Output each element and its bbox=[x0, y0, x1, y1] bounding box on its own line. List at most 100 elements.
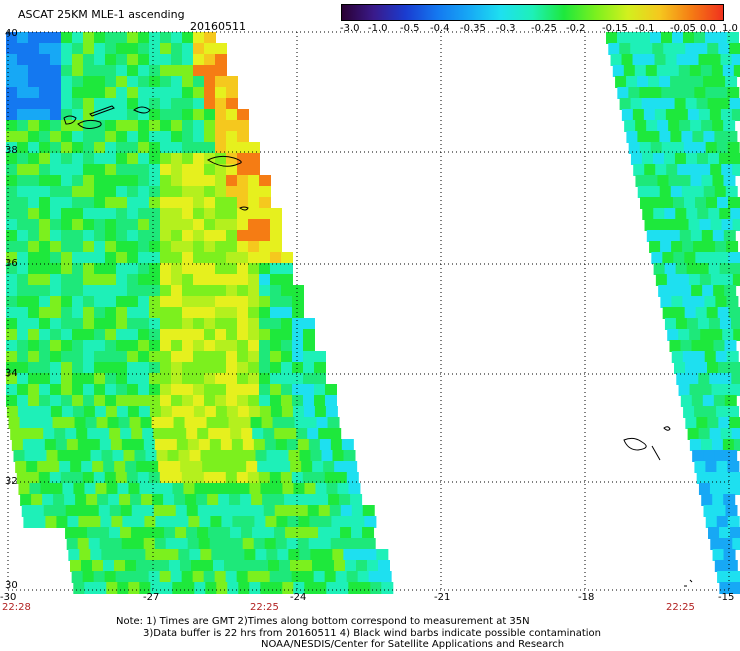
swath-pixel bbox=[661, 87, 674, 99]
swath-pixel bbox=[323, 461, 336, 473]
swath-pixel bbox=[705, 516, 718, 528]
swath-pixel bbox=[270, 362, 282, 374]
swath-pixel bbox=[716, 32, 728, 44]
swath-pixel bbox=[699, 274, 712, 286]
swath-pixel bbox=[138, 318, 150, 330]
swath-pixel bbox=[668, 230, 681, 242]
swath-pixel bbox=[674, 362, 687, 374]
swath-pixel bbox=[641, 153, 654, 165]
swath-pixel bbox=[669, 340, 682, 352]
swath-pixel bbox=[204, 307, 216, 319]
swath-pixel bbox=[352, 538, 365, 550]
swath-pixel bbox=[378, 560, 390, 572]
swath-pixel bbox=[248, 274, 260, 286]
swath-pixel bbox=[248, 296, 260, 308]
swath-pixel bbox=[177, 516, 190, 528]
swath-pixel bbox=[50, 219, 62, 231]
swath-pixel bbox=[204, 208, 216, 220]
swath-pixel bbox=[76, 428, 89, 440]
swath-pixel bbox=[232, 516, 245, 528]
swath-pixel bbox=[72, 76, 84, 88]
swath-pixel bbox=[259, 307, 271, 319]
swath-pixel bbox=[709, 428, 722, 440]
swath-pixel bbox=[646, 120, 659, 132]
swath-pixel bbox=[664, 208, 677, 220]
swath-pixel bbox=[279, 560, 291, 572]
swath-pixel bbox=[693, 296, 706, 308]
swath-pixel bbox=[160, 373, 172, 385]
swath-pixel bbox=[193, 362, 205, 374]
swath-pixel bbox=[193, 197, 205, 209]
swath-pixel bbox=[127, 307, 139, 319]
swath-pixel bbox=[204, 32, 216, 44]
swath-pixel bbox=[686, 263, 699, 275]
swath-pixel bbox=[688, 164, 701, 176]
swath-pixel bbox=[233, 549, 246, 561]
swath-pixel bbox=[303, 406, 316, 418]
swath-pixel bbox=[35, 450, 48, 462]
swath-pixel bbox=[191, 560, 203, 572]
swath-pixel bbox=[696, 153, 709, 165]
swath-pixel bbox=[72, 307, 84, 319]
swath-pixel bbox=[215, 98, 227, 110]
swath-pixel bbox=[49, 472, 62, 484]
swath-pixel bbox=[729, 362, 740, 374]
swath-pixel bbox=[160, 241, 172, 253]
swath-pixel bbox=[226, 406, 239, 418]
swath-pixel bbox=[710, 538, 723, 550]
swath-pixel bbox=[237, 153, 249, 165]
swath-pixel bbox=[330, 538, 343, 550]
swath-pixel bbox=[284, 494, 297, 506]
swath-pixel bbox=[61, 296, 73, 308]
swath-pixel bbox=[116, 274, 128, 286]
swath-pixel bbox=[341, 538, 354, 550]
swath-pixel bbox=[116, 87, 128, 99]
swath-pixel bbox=[6, 318, 18, 330]
swath-pixel bbox=[259, 208, 271, 220]
swath-pixel bbox=[39, 285, 51, 297]
swath-pixel bbox=[6, 76, 18, 88]
swath-pixel bbox=[149, 98, 161, 110]
swath-pixel bbox=[314, 373, 326, 385]
swath-pixel bbox=[189, 450, 202, 462]
swath-pixel bbox=[61, 109, 73, 121]
swath-pixel bbox=[105, 373, 117, 385]
swath-pixel bbox=[164, 505, 177, 517]
swath-pixel bbox=[164, 428, 177, 440]
swath-pixel bbox=[39, 241, 51, 253]
swath-pixel bbox=[171, 120, 183, 132]
swath-pixel bbox=[250, 417, 263, 429]
swath-pixel bbox=[237, 395, 249, 407]
swath-pixel bbox=[37, 461, 50, 473]
swath-pixel bbox=[138, 230, 150, 242]
color-scale-label: -0.1 bbox=[635, 23, 655, 34]
swath-pixel bbox=[182, 362, 194, 374]
swath-pixel bbox=[725, 450, 738, 462]
swath-pixel bbox=[160, 76, 172, 88]
swath-pixel bbox=[138, 252, 150, 264]
swath-pixel bbox=[127, 329, 139, 341]
swath-pixel bbox=[72, 32, 84, 44]
swath-pixel bbox=[149, 175, 161, 187]
swath-pixel bbox=[689, 384, 702, 396]
swath-pixel bbox=[18, 483, 31, 495]
swath-pixel bbox=[105, 395, 117, 407]
swath-pixel bbox=[94, 263, 106, 275]
swath-pixel bbox=[673, 252, 686, 264]
swath-pixel bbox=[50, 76, 62, 88]
swath-pixel bbox=[619, 98, 632, 110]
swath-pixel bbox=[728, 197, 740, 209]
swath-pixel bbox=[50, 285, 62, 297]
swath-pixel bbox=[92, 461, 105, 473]
swath-pixel bbox=[32, 505, 45, 517]
swath-pixel bbox=[72, 252, 84, 264]
swath-pixel bbox=[116, 76, 128, 88]
swath-pixel bbox=[116, 186, 128, 198]
swath-pixel bbox=[235, 461, 248, 473]
swath-pixel bbox=[111, 516, 124, 528]
swath-pixel bbox=[127, 230, 139, 242]
swath-pixel bbox=[184, 417, 197, 429]
swath-pixel bbox=[699, 164, 712, 176]
swath-pixel bbox=[6, 65, 18, 77]
swath-pixel bbox=[127, 32, 139, 44]
